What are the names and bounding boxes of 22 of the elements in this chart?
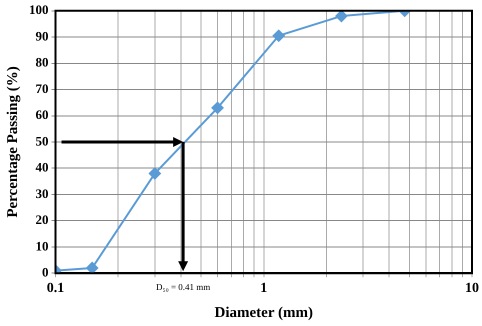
y-tick-label: 50 (36, 133, 48, 148)
x-axis-title: Diameter (mm) (214, 304, 313, 321)
y-tick-label: 30 (36, 186, 48, 201)
x-tick-label: 1 (260, 281, 268, 296)
y-tick-label: 40 (36, 160, 48, 175)
y-tick-label: 80 (36, 54, 48, 70)
y-tick-label: 60 (36, 107, 48, 122)
y-tick-label: 20 (36, 212, 48, 228)
x-tick-label: 0.1 (46, 281, 64, 296)
point (272, 30, 285, 42)
point (212, 102, 224, 114)
x-tick-label: 10 (465, 281, 479, 296)
ref-line-label: D₅₀ = 0.41 mm (156, 282, 210, 292)
y-tick-label: 0 (42, 264, 48, 280)
y-axis-title: Percentage Passing (%) (4, 66, 21, 218)
point (86, 262, 98, 274)
y-tick-label: 90 (36, 28, 48, 44)
y-tick-label: 70 (36, 80, 48, 96)
y-tick-label: 100 (29, 2, 48, 18)
point (335, 10, 348, 22)
point (148, 167, 161, 180)
y-tick-label: 10 (36, 238, 48, 254)
